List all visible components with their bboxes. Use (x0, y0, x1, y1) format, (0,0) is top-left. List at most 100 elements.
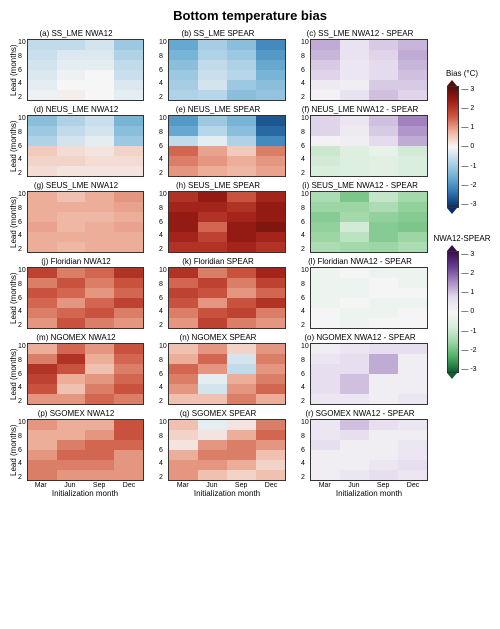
x-ticks: MarJunSepDec (8, 482, 144, 489)
heatmap-cell (169, 344, 198, 354)
heatmap (27, 419, 144, 481)
figure-area: (a) SS_LME NWA12Lead (months)246810(b) S… (8, 29, 492, 498)
heatmap-cell (256, 136, 285, 146)
heatmap-cell (398, 288, 427, 298)
heatmap-cell (311, 146, 340, 156)
heatmap-cell (311, 192, 340, 202)
heatmap-cell (398, 166, 427, 176)
heatmap-cell (57, 394, 86, 404)
heatmap-cell (169, 470, 198, 480)
y-ticks: 246810 (159, 343, 168, 405)
panel-d: (d) NEUS_LME NWA12Lead (months)246810 (8, 105, 144, 177)
heatmap-cell (340, 460, 369, 470)
heatmap (27, 39, 144, 101)
heatmap-cell (227, 394, 256, 404)
heatmap-cell (114, 222, 143, 232)
heatmap-cell (28, 440, 57, 450)
heatmap-cell (85, 166, 114, 176)
heatmap-cell (227, 278, 256, 288)
heatmap-cell (114, 298, 143, 308)
heatmap-cell (114, 242, 143, 252)
heatmap-cell (311, 232, 340, 242)
heatmap-cell (85, 50, 114, 60)
heatmap-cell (198, 212, 227, 222)
heatmap-cell (28, 278, 57, 288)
heatmap-cell (169, 146, 198, 156)
heatmap-cell (57, 364, 86, 374)
heatmap-cell (169, 80, 198, 90)
heatmap-cell (256, 394, 285, 404)
heatmap-cell (169, 192, 198, 202)
heatmap-cell (198, 156, 227, 166)
heatmap-cell (340, 268, 369, 278)
y-ticks: 246810 (159, 39, 168, 101)
heatmap-cell (198, 146, 227, 156)
heatmap-cell (198, 126, 227, 136)
heatmap-cell (57, 192, 86, 202)
heatmap-cell (369, 288, 398, 298)
heatmap (310, 115, 428, 177)
heatmap-cell (369, 136, 398, 146)
heatmap-cell (85, 430, 114, 440)
x-axis-label: Initialization month (8, 489, 144, 498)
heatmap-cell (169, 420, 198, 430)
heatmap-cell (114, 374, 143, 384)
panel-c: (c) SS_LME NWA12 - SPEAR246810 (292, 29, 428, 101)
heatmap-cell (85, 70, 114, 80)
heatmap-cell (227, 298, 256, 308)
panel-title: (m) NGOMEX NWA12 (8, 333, 144, 342)
heatmap-cell (169, 116, 198, 126)
heatmap-cell (198, 136, 227, 146)
heatmap-cell (256, 308, 285, 318)
heatmap-cell (114, 40, 143, 50)
heatmap-cell (256, 268, 285, 278)
panel-title: (i) SEUS_LME NWA12 - SPEAR (292, 181, 428, 190)
heatmap-cell (369, 364, 398, 374)
heatmap-cell (169, 288, 198, 298)
heatmap-cell (340, 40, 369, 50)
heatmap-cell (114, 212, 143, 222)
y-axis-label: Lead (months) (8, 343, 18, 405)
heatmap-cell (85, 318, 114, 328)
heatmap-cell (114, 470, 143, 480)
heatmap-cell (256, 288, 285, 298)
heatmap-cell (398, 136, 427, 146)
heatmap-cell (256, 384, 285, 394)
heatmap-cell (311, 460, 340, 470)
heatmap-cell (198, 394, 227, 404)
heatmap-cell (114, 126, 143, 136)
y-ticks: 246810 (301, 191, 310, 253)
panel-title: (n) NGOMEX SPEAR (150, 333, 286, 342)
panel-q: (q) SGOMEX SPEAR246810MarJunSepDecInitia… (150, 409, 286, 498)
heatmap-cell (85, 288, 114, 298)
heatmap-cell (369, 460, 398, 470)
heatmap-cell (311, 470, 340, 480)
heatmap-cell (340, 80, 369, 90)
heatmap-cell (28, 344, 57, 354)
heatmap-cell (256, 222, 285, 232)
y-ticks: 246810 (18, 39, 27, 101)
heatmap-cell (227, 450, 256, 460)
heatmap-cell (169, 278, 198, 288)
heatmap-cell (227, 126, 256, 136)
heatmap-cell (169, 460, 198, 470)
heatmap-cell (57, 156, 86, 166)
heatmap-cell (169, 450, 198, 460)
heatmap-cell (57, 202, 86, 212)
heatmap-cell (256, 50, 285, 60)
heatmap-cell (311, 394, 340, 404)
heatmap-cell (28, 288, 57, 298)
heatmap-cell (57, 90, 86, 100)
heatmap-cell (28, 384, 57, 394)
heatmap-cell (114, 318, 143, 328)
heatmap-cell (369, 308, 398, 318)
heatmap-cell (198, 354, 227, 364)
panel-r: (r) SGOMEX NWA12 - SPEAR246810MarJunSepD… (292, 409, 428, 498)
heatmap-cell (340, 318, 369, 328)
heatmap-cell (28, 420, 57, 430)
panel-title: (l) Floridian NWA12 - SPEAR (292, 257, 428, 266)
heatmap-cell (198, 308, 227, 318)
heatmap-cell (398, 278, 427, 288)
heatmap-cell (227, 242, 256, 252)
panel-e: (e) NEUS_LME SPEAR246810 (150, 105, 286, 177)
